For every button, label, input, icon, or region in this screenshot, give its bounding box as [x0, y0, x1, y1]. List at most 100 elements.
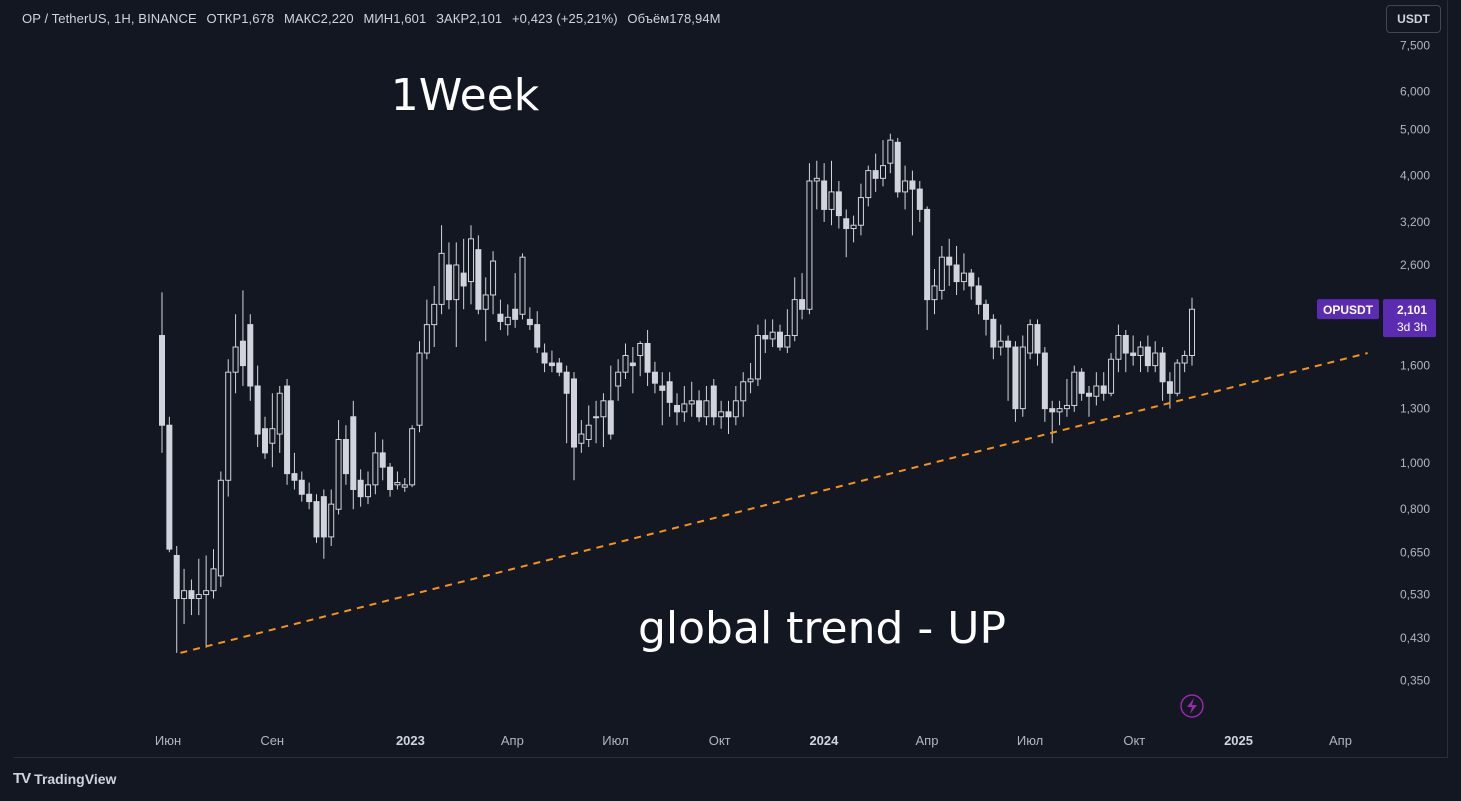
- candle-body: [681, 403, 688, 413]
- y-tick-label: 1,000: [1400, 456, 1430, 470]
- candle-body: [166, 424, 173, 550]
- candle-body: [696, 400, 703, 418]
- candle-body: [394, 482, 401, 486]
- candle-body: [799, 299, 806, 310]
- trendline[interactable]: [180, 352, 1368, 654]
- ticker-tag-label: OPUSDT: [1323, 303, 1374, 317]
- y-tick-label: 0,530: [1400, 588, 1430, 602]
- x-tick-label: Сен: [260, 733, 284, 748]
- candle-body: [769, 331, 776, 340]
- candle-body: [284, 385, 291, 475]
- candle-body: [1115, 335, 1122, 360]
- candle-body: [968, 272, 975, 287]
- candle-body: [387, 466, 394, 490]
- candle-body: [1122, 335, 1129, 354]
- candle-body: [1005, 340, 1012, 348]
- y-tick-label: 0,350: [1400, 674, 1430, 688]
- symbol-name[interactable]: OP / TetherUS, 1H, BINANCE: [22, 11, 197, 26]
- candle-body: [902, 180, 909, 193]
- candle-body: [423, 324, 430, 354]
- candle-body: [615, 371, 622, 387]
- annotation-trend[interactable]: global trend - UP: [638, 603, 1006, 654]
- candle-body: [1152, 352, 1159, 367]
- y-tick-label: 7,500: [1400, 38, 1430, 52]
- y-tick-label: 1,300: [1400, 402, 1430, 416]
- candle-body: [990, 318, 997, 348]
- candle-body: [313, 501, 320, 538]
- currency-button[interactable]: USDT: [1386, 5, 1441, 33]
- tradingview-logo-icon: TV: [13, 770, 31, 787]
- candle-body: [688, 400, 695, 405]
- volume-value: Объём178,94M: [627, 11, 721, 26]
- lightning-bolt-icon[interactable]: [1180, 694, 1204, 718]
- candle-body: [791, 299, 798, 337]
- x-tick-label: Июл: [1017, 733, 1043, 748]
- candle-body: [269, 428, 276, 444]
- candle-body: [497, 313, 504, 322]
- candle-body: [674, 404, 680, 413]
- candle-body: [232, 346, 239, 373]
- high-value: МАКС2,220: [283, 11, 354, 26]
- candle-body: [571, 378, 577, 448]
- candle-body: [806, 180, 813, 310]
- candle-body: [762, 335, 769, 340]
- candle-body: [607, 400, 614, 435]
- candle-body: [195, 594, 202, 600]
- annotation-timeframe[interactable]: 1Week: [391, 70, 540, 121]
- candle-body: [468, 238, 474, 283]
- candle-body: [262, 428, 268, 454]
- candle-body: [960, 272, 967, 283]
- y-tick-label: 4,000: [1400, 169, 1430, 183]
- candle-body: [1086, 392, 1092, 397]
- candle-body: [416, 352, 423, 426]
- candle-body: [490, 260, 497, 296]
- candle-body: [548, 362, 555, 367]
- candle-body: [997, 340, 1004, 348]
- candle-body: [1012, 346, 1019, 410]
- candle-body: [254, 385, 261, 435]
- candle-body: [159, 335, 165, 426]
- candle-body: [703, 400, 710, 418]
- candle-body: [276, 392, 283, 435]
- candle-body: [857, 197, 864, 226]
- candle-body: [924, 208, 931, 301]
- candle-body: [291, 473, 298, 481]
- lightning-bolt-glyph: [1187, 698, 1197, 714]
- candle-body: [431, 303, 438, 326]
- candle-body: [188, 590, 195, 600]
- candle-body: [813, 177, 820, 182]
- candle-body: [710, 385, 717, 418]
- close-value: ЗАКР2,101: [436, 11, 503, 26]
- candle-body: [1159, 352, 1166, 383]
- candle-body: [754, 335, 761, 380]
- candle-body: [1071, 371, 1078, 406]
- candle-body: [1063, 404, 1070, 410]
- candle-body: [1056, 408, 1063, 413]
- candle-body: [320, 496, 327, 538]
- candle-body: [556, 362, 563, 373]
- candle-body: [512, 308, 519, 320]
- candle-body: [372, 452, 379, 486]
- candle-body: [1108, 358, 1115, 394]
- candle-body: [887, 139, 894, 164]
- candle-body: [872, 170, 879, 179]
- price-tag-value: 2,101: [1397, 303, 1427, 317]
- candle-body: [328, 503, 335, 538]
- candle-body: [828, 191, 835, 210]
- candle-body: [401, 484, 408, 488]
- candle-body: [1049, 408, 1056, 413]
- candle-body: [1078, 371, 1085, 394]
- candle-body: [843, 218, 850, 230]
- candle-body: [1130, 352, 1137, 356]
- x-tick-label: Апр: [1329, 733, 1352, 748]
- candle-body: [1034, 324, 1041, 354]
- candle-body: [1166, 381, 1173, 394]
- candle-body: [894, 141, 901, 193]
- candle-body: [217, 479, 224, 577]
- candle-body: [983, 303, 989, 320]
- tradingview-logo[interactable]: TV TradingView: [13, 770, 116, 787]
- candle-body: [593, 416, 600, 419]
- candle-body: [534, 324, 541, 348]
- open-value: ОТКР1,678: [206, 11, 275, 26]
